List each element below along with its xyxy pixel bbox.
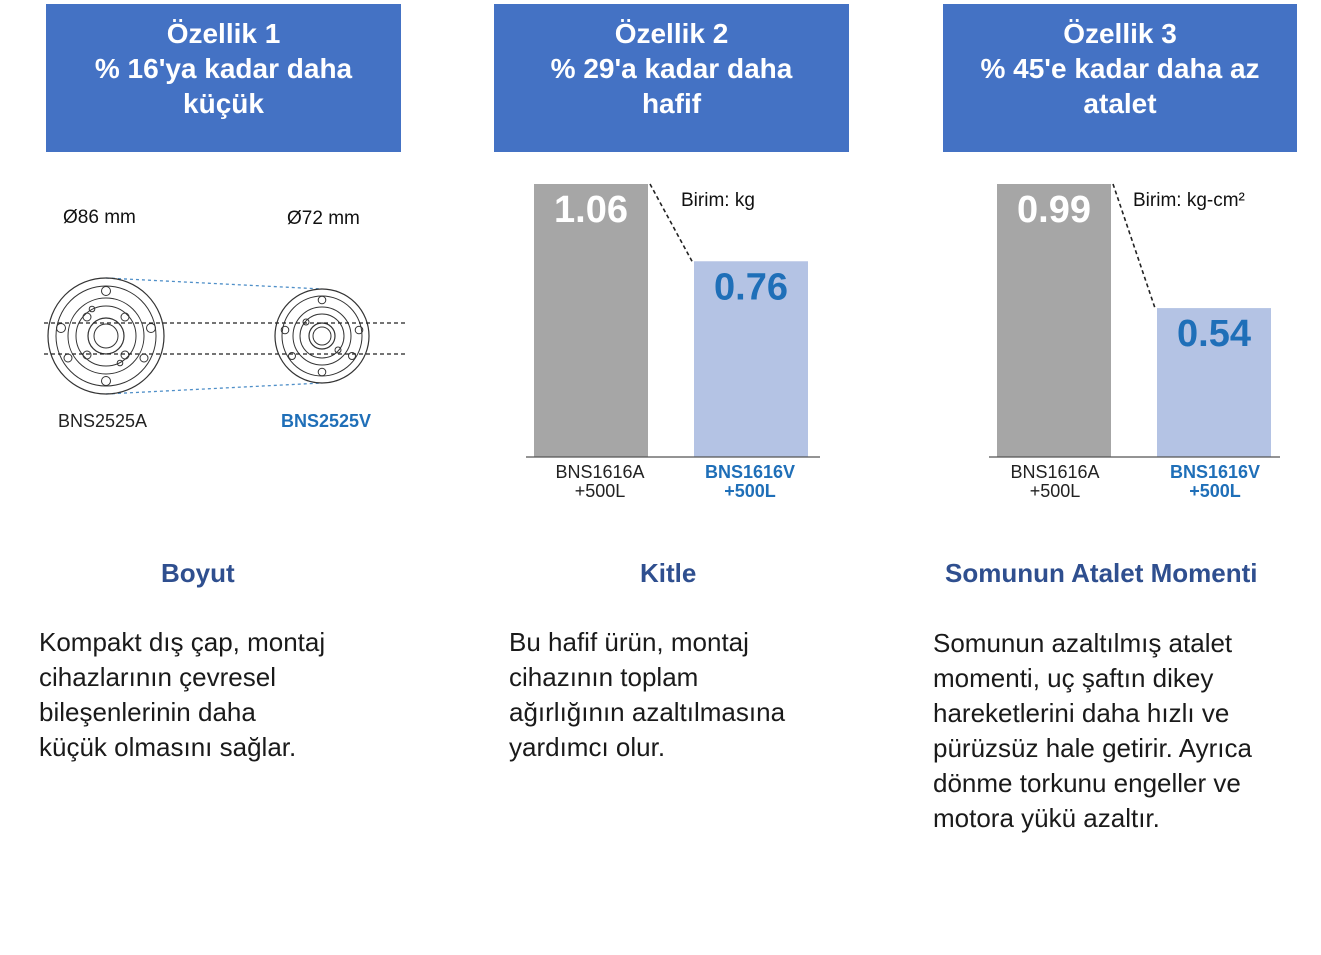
feature-banner-1: Özellik 1 % 16'ya kadar daha küçük [46,4,401,152]
right-model-label: BNS2525V [281,411,371,431]
description-line: pürüzsüz hale getirir. Ayrıca [933,733,1252,763]
description-line: hareketlerini daha hızlı ve [933,698,1230,728]
feature-column-2: Özellik 2 % 29'a kadar daha hafif 1.06 0.… [448,0,888,955]
category-label: +500L [1189,481,1241,501]
description-line: Somunun azaltılmış atalet [933,628,1233,658]
flange-right-icon [274,288,370,384]
description-line: Kompakt dış çap, montaj [39,627,326,657]
category-label: BNS1616V [1170,462,1260,482]
left-model-label: BNS2525A [58,411,147,431]
description-mass: Bu hafif ürün, montaj cihazının toplam a… [509,625,889,765]
feature-banner-2: Özellik 2 % 29'a kadar daha hafif [494,4,849,152]
outline-connector-bottom [105,382,323,395]
banner-line: % 16'ya kadar daha [94,53,353,84]
description-line: cihazlarının çevresel [39,662,276,692]
feature-banner-3: Özellik 3 % 45'e kadar daha az atalet [943,4,1297,152]
bar-new [1157,308,1271,457]
section-title-inertia: Somunun Atalet Momenti [945,558,1258,588]
description-line: momenti, uç şaftın dikey [933,663,1214,693]
flange-left-icon [47,277,165,395]
banner-line: Özellik 1 [166,18,281,49]
banner-line: küçük [183,88,264,119]
description-line: motora yükü azaltır. [933,803,1160,833]
banner-line: % 29'a kadar daha [550,53,793,84]
category-label: BNS1616A [555,462,644,482]
category-label: +500L [1030,481,1081,501]
unit-label: Birim: kg [681,190,755,211]
size-comparison-diagram: Ø86 mm Ø72 mm [44,207,405,431]
bar-old [534,184,648,457]
description-line: küçük olmasını sağlar. [39,732,297,762]
bar-old [997,184,1111,457]
description-line: Bu hafif ürün, montaj [509,627,749,657]
description-line: bileşenlerinin daha [39,697,256,727]
bar-new [694,261,808,457]
feature-column-3: Özellik 3 % 45'e kadar daha az atalet 0.… [897,0,1321,955]
description-line: dönme torkunu engeller ve [933,768,1241,798]
description-line: cihazının toplam [509,662,699,692]
category-label: BNS1616V [705,462,795,482]
description-line: ağırlığının azaltılmasına [509,697,786,727]
bar-value-label: 1.06 [554,189,628,231]
category-label: +500L [724,481,776,501]
left-diameter-label: Ø86 mm [63,207,136,228]
bar-value-label: 0.99 [1017,189,1091,231]
category-label: +500L [575,481,626,501]
bar-value-label: 0.54 [1177,313,1251,355]
banner-line: Özellik 2 [614,18,729,49]
unit-label: Birim: kg-cm² [1133,190,1245,211]
banner-line: atalet [1083,88,1157,119]
feature-column-1: Özellik 1 % 16'ya kadar daha küçük Ø86 m… [0,0,440,955]
banner-line: hafif [641,88,702,119]
category-label: BNS1616A [1010,462,1099,482]
description-line: yardımcı olur. [509,732,666,762]
banner-line: Özellik 3 [1063,18,1177,49]
description-inertia: Somunun azaltılmış atalet momenti, uç şa… [933,626,1313,836]
banner-line: % 45'e kadar daha az [980,53,1260,84]
bar-value-label: 0.76 [714,266,788,308]
description-size: Kompakt dış çap, montaj cihazlarının çev… [39,625,419,765]
section-title-size: Boyut [161,558,235,588]
right-diameter-label: Ø72 mm [287,208,360,229]
reduction-connector [1112,183,1156,309]
section-title-mass: Kitle [640,558,697,588]
outline-connector-top [105,277,323,290]
reduction-connector [649,183,693,262]
